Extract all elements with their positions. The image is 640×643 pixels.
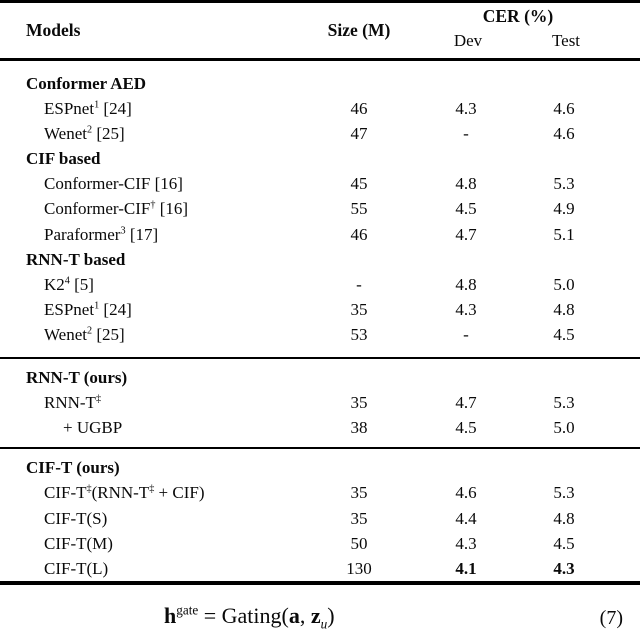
test-cer-value: 5.3 bbox=[553, 174, 575, 194]
col-header-cer: CER (%) bbox=[482, 6, 554, 26]
test-cer-value: 4.8 bbox=[553, 300, 575, 320]
size-value: 130 bbox=[346, 558, 372, 578]
table-section-rnnt-ours: RNN-T (ours) RNN-T‡ 35 4.7 5.3 + UGBP 38… bbox=[0, 359, 640, 441]
model-name: CIF-T(M) bbox=[44, 533, 113, 553]
table-top-rule bbox=[0, 0, 640, 3]
table-row: CIF-T(L) 130 4.1 4.3 bbox=[0, 556, 640, 581]
test-cer-value: 5.3 bbox=[553, 392, 575, 412]
model-name: CIF-T‡(RNN-T‡ + CIF) bbox=[44, 483, 205, 503]
table-row: CIF-T(S) 35 4.4 4.8 bbox=[0, 506, 640, 531]
section-label: CIF-T (ours) bbox=[26, 458, 120, 478]
test-cer-value: 4.9 bbox=[553, 199, 575, 219]
test-cer-value: 5.0 bbox=[553, 275, 575, 294]
table-section-cift-ours: CIF-T (ours) CIF-T‡(RNN-T‡ + CIF) 35 4.6… bbox=[0, 449, 640, 581]
size-value: 35 bbox=[350, 483, 368, 503]
size-value: 47 bbox=[350, 123, 368, 143]
section-header-row: CIF-T (ours) bbox=[0, 455, 640, 480]
section-header-row: RNN-T based bbox=[0, 247, 640, 272]
dev-cer-value: 4.7 bbox=[455, 392, 477, 412]
col-header-dev: Dev bbox=[453, 31, 483, 50]
dev-cer-value: 4.5 bbox=[455, 199, 477, 219]
test-cer-value: 4.8 bbox=[553, 508, 575, 528]
dev-cer-value: 4.1 bbox=[455, 558, 477, 578]
table-row: ESPnet1 [24] 46 4.3 4.6 bbox=[0, 96, 640, 121]
header-divider-rule bbox=[0, 58, 640, 61]
table-row: + UGBP 38 4.5 5.0 bbox=[0, 415, 640, 440]
model-name: Wenet2 [25] bbox=[44, 123, 125, 143]
dev-cer-value: 4.8 bbox=[455, 275, 477, 294]
model-name: RNN-T‡ bbox=[44, 392, 102, 412]
col-header-size: Size (M) bbox=[327, 20, 391, 40]
table-row: CIF-T‡(RNN-T‡ + CIF) 35 4.6 5.3 bbox=[0, 480, 640, 505]
table-row: K24 [5] - 4.8 5.0 bbox=[0, 272, 640, 297]
table-section-baselines: Conformer AED ESPnet1 [24] 46 4.3 4.6 We… bbox=[0, 61, 640, 348]
test-cer-value: 5.3 bbox=[553, 483, 575, 503]
table-row: CIF-T(M) 50 4.3 4.5 bbox=[0, 531, 640, 556]
section-header-row: Conformer AED bbox=[0, 71, 640, 96]
size-value: 35 bbox=[350, 508, 368, 528]
dev-cer-value: 4.3 bbox=[455, 98, 477, 118]
size-value: 46 bbox=[350, 224, 368, 244]
section-label: RNN-T based bbox=[26, 249, 126, 269]
equation-formula: hgate = Gating(a, zu) bbox=[164, 602, 335, 632]
dev-cer-value: 4.6 bbox=[455, 483, 477, 503]
equation-number: (7) bbox=[599, 607, 623, 629]
equation-7: hgate = Gating(a, zu) (7) bbox=[0, 603, 640, 643]
model-name: Wenet2 [25] bbox=[44, 325, 125, 345]
dev-cer-value: - bbox=[463, 325, 469, 345]
test-cer-value: 4.6 bbox=[553, 98, 575, 118]
model-name: Paraformer3 [17] bbox=[44, 224, 159, 244]
section-header-row: CIF based bbox=[0, 146, 640, 171]
dev-cer-value: 4.7 bbox=[455, 224, 477, 244]
table-row: Conformer-CIF [16] 45 4.8 5.3 bbox=[0, 171, 640, 196]
col-header-models: Models bbox=[26, 20, 81, 40]
size-value: 55 bbox=[350, 199, 368, 219]
table-row: Paraformer3 [17] 46 4.7 5.1 bbox=[0, 222, 640, 247]
table-row: Wenet2 [25] 53 - 4.5 bbox=[0, 322, 640, 347]
size-value: 45 bbox=[350, 174, 368, 194]
section-label: RNN-T (ours) bbox=[26, 367, 128, 387]
test-cer-value: 4.3 bbox=[553, 558, 575, 578]
table-row: RNN-T‡ 35 4.7 5.3 bbox=[0, 390, 640, 415]
section-header-row: RNN-T (ours) bbox=[0, 365, 640, 390]
table-row: Conformer-CIF† [16] 55 4.5 4.9 bbox=[0, 196, 640, 221]
size-value: - bbox=[356, 275, 362, 294]
table-row: Wenet2 [25] 47 - 4.6 bbox=[0, 121, 640, 146]
size-value: 46 bbox=[350, 98, 368, 118]
table-row: ESPnet1 [24] 35 4.3 4.8 bbox=[0, 297, 640, 322]
model-name: Conformer-CIF† [16] bbox=[44, 199, 189, 219]
table-header: Models Size (M) CER (%) Dev Test bbox=[0, 3, 640, 58]
size-value: 35 bbox=[350, 392, 368, 412]
section-divider-rule bbox=[0, 447, 640, 450]
model-name: Conformer-CIF [16] bbox=[44, 174, 183, 194]
test-cer-value: 5.1 bbox=[553, 224, 575, 244]
dev-cer-value: 4.5 bbox=[455, 417, 477, 437]
section-divider-rule bbox=[0, 356, 640, 359]
table-bottom-rule bbox=[0, 581, 640, 586]
size-value: 35 bbox=[350, 300, 368, 320]
test-cer-value: 4.5 bbox=[553, 325, 575, 345]
model-name: CIF-T(S) bbox=[44, 508, 108, 528]
test-cer-value: 4.6 bbox=[553, 123, 575, 143]
dev-cer-value: 4.8 bbox=[455, 174, 477, 194]
model-name: ESPnet1 [24] bbox=[44, 300, 132, 320]
dev-cer-value: 4.3 bbox=[455, 300, 477, 320]
size-value: 50 bbox=[350, 533, 368, 553]
size-value: 53 bbox=[350, 325, 368, 345]
section-label: CIF based bbox=[26, 149, 101, 169]
dev-cer-value: - bbox=[463, 123, 469, 143]
model-name: CIF-T(L) bbox=[44, 558, 109, 578]
paper-page: { "table": { "header": { "models": "Mode… bbox=[0, 0, 640, 630]
dev-cer-value: 4.3 bbox=[455, 533, 477, 553]
col-header-cer-group: CER (%) Dev Test bbox=[420, 3, 616, 58]
model-name: + UGBP bbox=[63, 417, 123, 437]
size-value: 38 bbox=[350, 417, 368, 437]
test-cer-value: 4.5 bbox=[553, 533, 575, 553]
model-name: ESPnet1 [24] bbox=[44, 98, 132, 118]
test-cer-value: 5.0 bbox=[553, 417, 575, 437]
dev-cer-value: 4.4 bbox=[455, 508, 477, 528]
col-header-test: Test bbox=[551, 31, 581, 50]
model-name: K24 [5] bbox=[44, 275, 94, 294]
section-label: Conformer AED bbox=[26, 73, 147, 93]
